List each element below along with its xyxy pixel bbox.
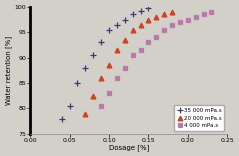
- Legend: 35 000 mPa.s, 20 000 mPa.s, 4 000 mPa.s: 35 000 mPa.s, 20 000 mPa.s, 4 000 mPa.s: [174, 105, 224, 131]
- X-axis label: Dosage [%]: Dosage [%]: [109, 144, 149, 151]
- Y-axis label: Water retention [%]: Water retention [%]: [5, 36, 12, 105]
